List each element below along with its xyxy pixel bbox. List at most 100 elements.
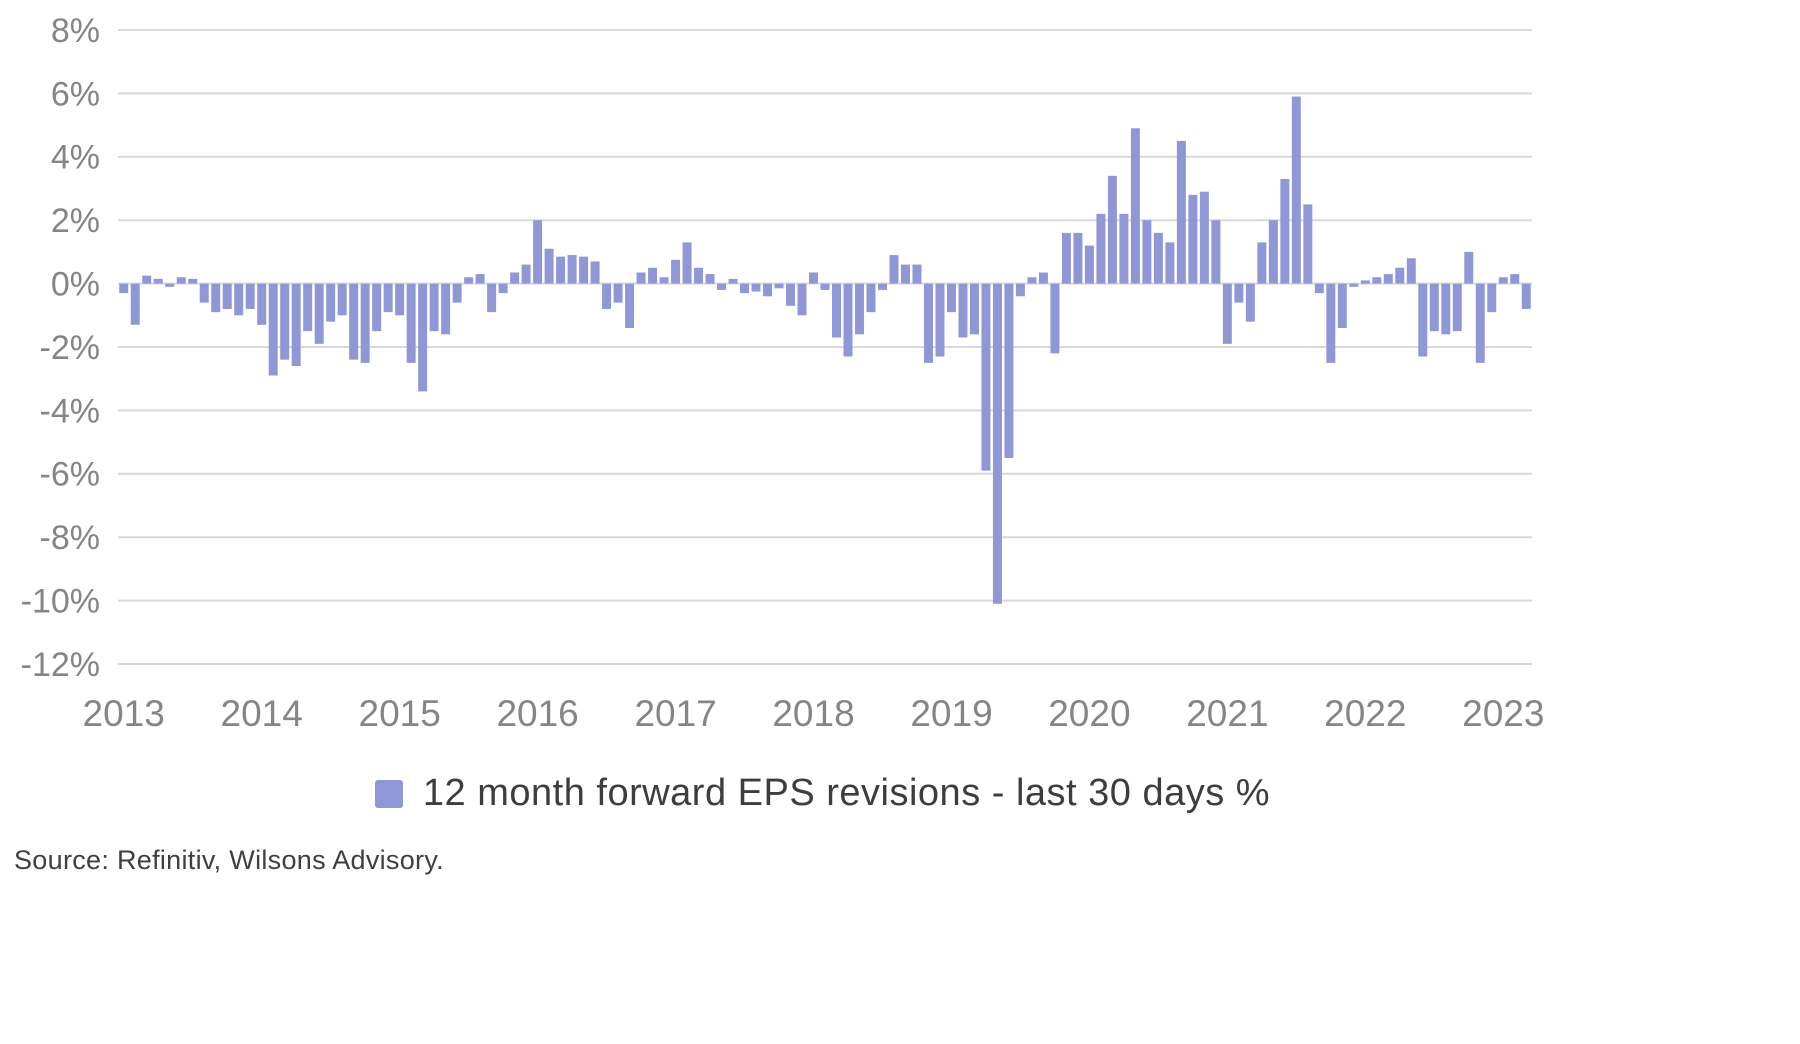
bar xyxy=(1142,220,1152,284)
bar xyxy=(1521,283,1531,309)
bar xyxy=(1038,272,1048,284)
bar xyxy=(946,283,956,313)
bar xyxy=(923,283,933,363)
bar xyxy=(268,283,278,376)
bar xyxy=(579,256,589,284)
bar xyxy=(648,267,658,284)
bar xyxy=(1245,283,1255,322)
bar xyxy=(222,283,232,309)
legend-label: 12 month forward EPS revisions - last 30… xyxy=(422,772,1271,814)
bar xyxy=(303,283,313,332)
bar xyxy=(1372,277,1382,284)
x-tick-label: 2023 xyxy=(1462,693,1544,734)
bar xyxy=(1176,140,1186,284)
y-tick-label: 2% xyxy=(51,202,100,240)
bar xyxy=(740,283,750,294)
bar xyxy=(372,283,382,332)
bar xyxy=(544,248,554,284)
bar xyxy=(728,278,738,284)
bar xyxy=(498,283,508,294)
bar xyxy=(130,283,140,325)
bar xyxy=(1510,274,1520,284)
bar xyxy=(1234,283,1244,303)
bar xyxy=(1199,191,1209,284)
bar xyxy=(349,283,359,360)
bar xyxy=(1222,283,1232,344)
y-tick-label: 8% xyxy=(51,12,100,50)
bar xyxy=(153,278,163,284)
bar xyxy=(1211,220,1221,284)
bar xyxy=(257,283,267,325)
bar xyxy=(774,283,784,289)
bar xyxy=(878,283,887,290)
bar xyxy=(809,272,818,284)
bar xyxy=(1084,245,1094,284)
chart-legend: 12 month forward EPS revisions - last 30… xyxy=(115,772,1530,815)
bar xyxy=(843,283,853,357)
bar xyxy=(245,283,255,309)
bar xyxy=(1429,283,1439,332)
bar xyxy=(671,259,681,284)
bar xyxy=(1498,277,1508,284)
y-tick-label: 4% xyxy=(51,139,100,177)
bar xyxy=(958,283,968,338)
bar xyxy=(383,283,393,313)
bar xyxy=(188,278,198,284)
bar xyxy=(429,283,439,332)
bar xyxy=(625,283,635,328)
x-tick-label: 2022 xyxy=(1324,693,1406,734)
y-tick-label: 0% xyxy=(51,266,100,304)
x-tick-label: 2021 xyxy=(1186,693,1268,734)
bar xyxy=(1153,232,1163,284)
bar xyxy=(1487,283,1497,313)
y-tick-label: -2% xyxy=(40,329,100,367)
bar xyxy=(1130,128,1140,284)
bar xyxy=(464,277,474,284)
bar xyxy=(326,283,336,322)
x-tick-label: 2014 xyxy=(221,693,303,734)
bar xyxy=(176,277,186,284)
bar xyxy=(866,283,876,313)
x-tick-label: 2018 xyxy=(772,693,854,734)
bar xyxy=(992,283,1002,604)
bar xyxy=(165,283,175,287)
bar xyxy=(1096,213,1106,284)
bar xyxy=(1061,232,1071,284)
bar xyxy=(234,283,244,316)
bar xyxy=(751,283,761,292)
x-tick-label: 2019 xyxy=(910,693,992,734)
bar xyxy=(1395,267,1405,284)
bar xyxy=(935,283,945,357)
bar xyxy=(1165,242,1175,284)
bar xyxy=(613,283,623,303)
bar xyxy=(1383,274,1393,284)
bar xyxy=(900,264,910,284)
legend-swatch-icon xyxy=(374,779,403,808)
x-tick-label: 2013 xyxy=(83,693,165,734)
bar xyxy=(395,283,405,316)
bar xyxy=(510,272,520,284)
bar xyxy=(1326,283,1336,363)
bar xyxy=(797,283,807,316)
bar xyxy=(314,283,324,344)
bar xyxy=(1291,96,1301,284)
bar xyxy=(717,283,727,290)
bar xyxy=(452,283,462,303)
eps-revisions-bar-chart: 8% 6% 4% 2% 0% -2% -4% -6% -8% -10% -12% 2013 2014 20… xyxy=(21,12,1545,734)
bar xyxy=(602,283,612,309)
bar xyxy=(211,283,221,313)
bar xyxy=(981,283,991,471)
bar xyxy=(912,264,922,284)
x-tick-label: 2017 xyxy=(634,693,716,734)
bar xyxy=(694,267,704,284)
bar xyxy=(1464,251,1474,284)
bar xyxy=(556,256,566,284)
y-tick-label: -10% xyxy=(21,583,100,621)
y-tick-label: 6% xyxy=(51,75,100,113)
bar xyxy=(441,283,451,335)
bar xyxy=(1107,175,1117,284)
bar xyxy=(406,283,416,363)
bar xyxy=(1349,283,1359,287)
bar xyxy=(1280,178,1290,284)
bar xyxy=(1268,220,1278,284)
